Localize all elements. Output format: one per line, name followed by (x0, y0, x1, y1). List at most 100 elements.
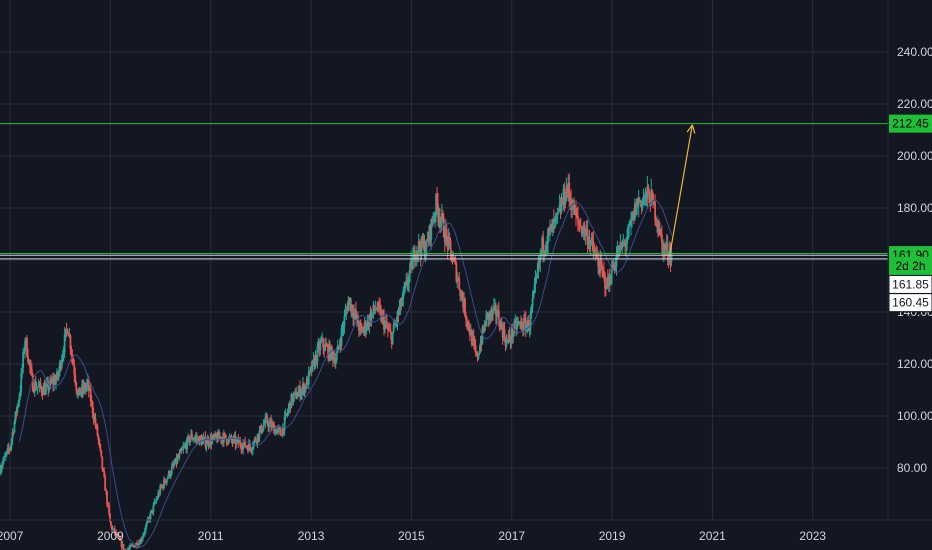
candle-body (658, 228, 660, 234)
candle-body (524, 319, 527, 332)
candle-body (366, 318, 369, 328)
candle-body (580, 226, 583, 234)
candle-body (371, 312, 374, 314)
candle-body (500, 321, 503, 328)
time-axis-label: 2023 (799, 529, 826, 543)
candle-body (437, 203, 439, 218)
candle-body (334, 360, 337, 364)
candle-body (138, 542, 140, 546)
horizontal-lines[interactable] (0, 123, 888, 260)
candle-body (624, 242, 627, 247)
candle-body (270, 420, 273, 428)
candle-body (385, 321, 388, 328)
candle-body (569, 196, 572, 201)
candle-body (467, 321, 469, 324)
candle-body (213, 435, 216, 437)
candle-body (183, 445, 186, 448)
candle-body (311, 360, 314, 372)
candle-body (483, 324, 486, 332)
moving-average-line (18, 199, 672, 548)
candle-body (375, 308, 378, 310)
candle-body (229, 436, 232, 438)
candle-body (554, 215, 557, 219)
candle-body (248, 443, 250, 452)
candle-body (38, 382, 41, 386)
candle-body (473, 341, 476, 346)
candle-body (111, 528, 114, 530)
candle-body (614, 266, 617, 269)
candle-body (539, 252, 542, 263)
candle-body (517, 322, 519, 324)
projection-arrow[interactable] (669, 124, 696, 255)
candle-body (265, 416, 268, 418)
candle-body (490, 309, 492, 317)
candle-body (350, 304, 353, 310)
candle-body (625, 243, 628, 247)
candle-body (120, 540, 123, 548)
candle-body (24, 340, 26, 352)
candle-body (67, 333, 70, 337)
candle-body (538, 261, 541, 263)
candle-body (353, 312, 355, 319)
candle-body (381, 314, 383, 321)
candle-body (411, 259, 413, 270)
candle-body (164, 479, 166, 483)
projection-arrow-line[interactable] (669, 124, 693, 255)
candle-body (565, 186, 568, 201)
candle-body (468, 329, 471, 336)
candle-body (555, 212, 558, 216)
candle-body (359, 323, 362, 328)
candle-body (410, 259, 412, 264)
candle-body (179, 449, 182, 454)
time-axis[interactable]: 2007 2009 2011 2013 2015 2017 2019 2021 2023 (0, 529, 826, 543)
candle-body (147, 518, 150, 520)
candle-body (11, 432, 14, 440)
candle-body (400, 298, 403, 306)
candle-body (293, 392, 296, 396)
candle-body (148, 518, 151, 520)
projection-arrow-head[interactable] (686, 124, 693, 133)
candle-body (281, 427, 284, 437)
candle-body (504, 339, 507, 346)
candle-body (641, 200, 644, 208)
price-badge-label: 212.45 (892, 117, 929, 131)
candle-body (305, 378, 308, 389)
candle-body (173, 463, 176, 465)
candle-body (450, 250, 453, 262)
candle-body (306, 378, 309, 385)
candle-body (438, 216, 440, 218)
candle-body (54, 379, 56, 384)
candle-body (192, 439, 194, 441)
projection-arrow-head[interactable] (691, 124, 696, 134)
candle-body (635, 199, 638, 215)
candle-body (82, 385, 84, 391)
candle-body (216, 436, 218, 442)
candle-body (351, 304, 354, 314)
candle-body (644, 191, 647, 196)
candle-body (119, 539, 122, 541)
candle-body (47, 381, 50, 391)
candle-body (70, 349, 73, 355)
candle-body (647, 186, 650, 193)
candle-body (256, 433, 259, 443)
candle-body (113, 528, 116, 534)
candle-body (84, 386, 87, 390)
candle-body (463, 299, 465, 308)
candle-body (498, 323, 501, 330)
candle-body (274, 428, 276, 434)
candle-body (622, 242, 625, 244)
candle-body (545, 247, 547, 252)
candle-body (292, 395, 295, 403)
candle-body (542, 237, 545, 253)
candle-body (95, 425, 98, 427)
candle-body (112, 528, 115, 530)
candle-body (606, 278, 609, 286)
candle-body (634, 203, 637, 215)
candle-body (49, 379, 52, 388)
candle-body (466, 319, 468, 324)
candle-body (670, 251, 673, 263)
candle-body (191, 433, 193, 440)
candle-body (172, 464, 175, 466)
candle-body (203, 436, 206, 438)
